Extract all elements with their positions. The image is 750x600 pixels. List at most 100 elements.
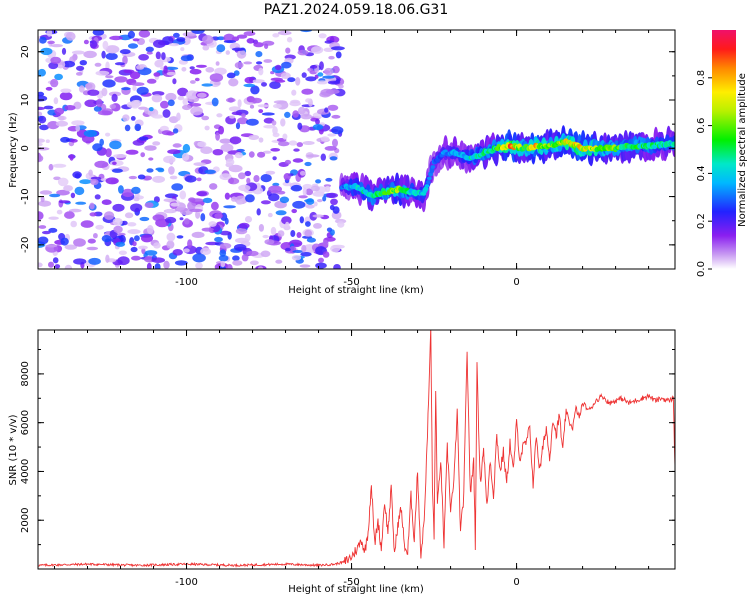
noise-blob	[208, 221, 217, 227]
noise-blob	[118, 250, 127, 256]
noise-blob	[214, 67, 227, 76]
noise-blob	[95, 224, 104, 230]
noise-blob	[257, 151, 266, 158]
noise-blob	[127, 43, 139, 49]
noise-blob	[196, 92, 207, 98]
noise-blob	[209, 183, 218, 190]
noise-blob	[127, 30, 135, 39]
noise-blob	[282, 181, 292, 187]
noise-blob	[105, 75, 114, 79]
noise-blob	[73, 238, 86, 247]
signal-blob	[427, 176, 432, 181]
noise-blob	[267, 212, 273, 218]
noise-blob	[195, 64, 207, 68]
noise-blob	[119, 49, 131, 55]
noise-blob	[261, 112, 275, 116]
noise-blob	[325, 89, 340, 95]
noise-blob	[105, 254, 110, 263]
noise-blob	[295, 77, 301, 86]
noise-blob	[102, 79, 116, 88]
noise-blob	[163, 155, 176, 164]
noise-blob	[296, 232, 302, 238]
noise-blob	[218, 125, 225, 135]
noise-blob	[172, 143, 182, 148]
colorbar-ticks: 0.0 0.2 0.4 0.6 0.8	[696, 70, 712, 277]
noise-blob	[315, 179, 322, 184]
noise-blob	[324, 146, 337, 151]
noise-blob	[132, 241, 137, 247]
noise-blob	[50, 78, 59, 88]
noise-blob	[281, 216, 292, 225]
snr-x-tick-label: -100	[175, 577, 198, 588]
noise-blob	[322, 195, 327, 202]
noise-blob	[93, 233, 98, 239]
noise-blob	[94, 160, 109, 168]
noise-blob	[299, 216, 304, 224]
noise-blob	[236, 49, 247, 59]
noise-blob	[115, 241, 126, 247]
noise-blob	[182, 98, 188, 106]
noise-blob	[196, 177, 202, 182]
noise-blob	[330, 46, 345, 51]
noise-blob	[47, 40, 55, 45]
noise-blob	[219, 242, 232, 249]
noise-blob	[183, 248, 190, 253]
noise-blob	[93, 106, 102, 112]
snr-y-tick-label: 4000	[20, 459, 31, 484]
noise-blob	[252, 79, 265, 84]
noise-blob	[202, 35, 214, 44]
noise-blob	[94, 62, 102, 67]
noise-blob	[244, 233, 251, 242]
noise-blob	[83, 50, 97, 59]
snr-series-line	[38, 330, 675, 568]
noise-blob	[101, 87, 108, 97]
snr-y-tick-label: 6000	[20, 410, 31, 435]
noise-blob	[152, 141, 161, 146]
noise-blob	[269, 81, 281, 89]
noise-blob	[170, 202, 180, 207]
noise-blob	[260, 250, 271, 258]
noise-blob	[260, 174, 272, 183]
noise-blob	[132, 99, 142, 107]
noise-blob	[38, 236, 49, 245]
noise-blob	[54, 264, 61, 269]
noise-blob	[165, 216, 177, 224]
noise-blob	[54, 73, 63, 81]
noise-blob	[335, 51, 342, 59]
noise-blob	[111, 93, 118, 102]
noise-blob	[80, 220, 94, 228]
noise-blob	[245, 194, 255, 203]
noise-blob	[144, 202, 154, 209]
noise-blob	[162, 109, 171, 118]
noise-blob	[121, 87, 131, 91]
noise-blob	[70, 192, 76, 199]
noise-blob	[228, 106, 241, 112]
colorbar-gradient	[712, 30, 736, 269]
noise-blob	[286, 36, 293, 43]
colorbar-tick-label: 0.2	[696, 213, 707, 229]
noise-blob	[101, 50, 106, 59]
noise-blob	[244, 216, 253, 223]
noise-blob	[169, 175, 178, 180]
noise-blob	[38, 153, 42, 162]
noise-blob	[56, 189, 70, 196]
noise-blob	[258, 224, 264, 232]
noise-blob	[60, 88, 72, 94]
noise-blob	[200, 146, 213, 154]
noise-blob	[288, 140, 298, 146]
noise-blob	[130, 116, 136, 121]
noise-blob	[185, 90, 199, 100]
noise-blob	[152, 214, 165, 222]
noise-blob	[262, 150, 272, 154]
noise-blob	[48, 216, 59, 220]
noise-blob	[219, 230, 231, 236]
noise-blob	[151, 257, 165, 264]
noise-blob	[225, 50, 230, 55]
noise-blob	[246, 177, 251, 184]
noise-blob	[299, 264, 311, 268]
noise-blob	[97, 110, 112, 116]
noise-blob	[70, 220, 77, 228]
noise-blob	[279, 196, 290, 204]
noise-blob	[102, 40, 109, 50]
noise-blob	[180, 55, 192, 62]
